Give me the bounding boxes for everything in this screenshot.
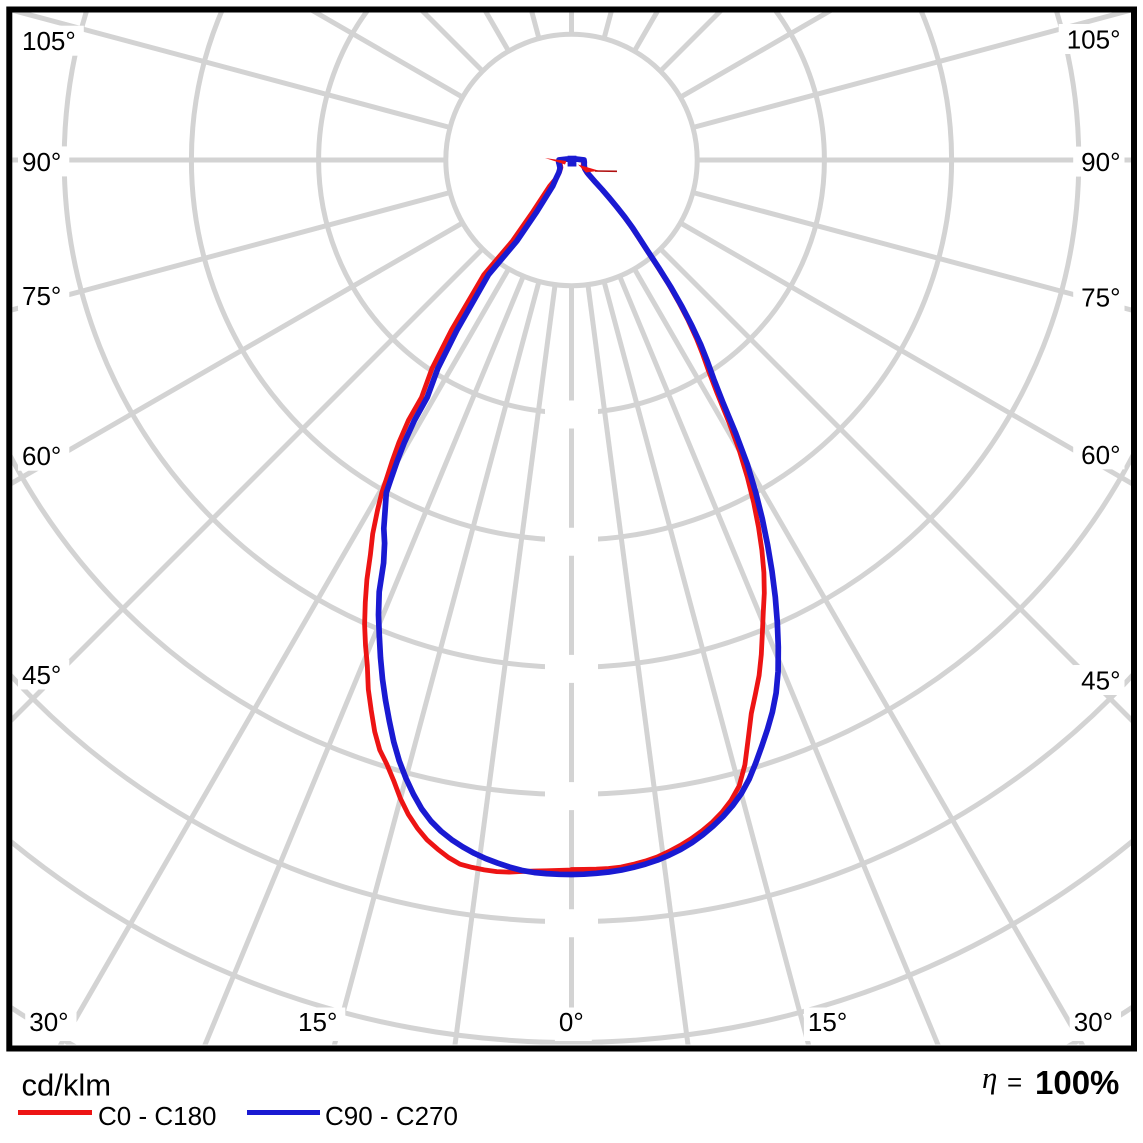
svg-text:15°: 15° bbox=[808, 1007, 847, 1037]
svg-text:30°: 30° bbox=[29, 1007, 68, 1037]
svg-text:η: η bbox=[982, 1060, 997, 1095]
svg-text:60°: 60° bbox=[22, 441, 61, 471]
svg-text:45°: 45° bbox=[1081, 666, 1120, 696]
svg-text:C90 - C270: C90 - C270 bbox=[325, 1101, 458, 1131]
svg-text:105°: 105° bbox=[1067, 25, 1121, 55]
svg-text:15°: 15° bbox=[298, 1007, 337, 1037]
svg-text:90°: 90° bbox=[22, 147, 61, 177]
svg-text:100%: 100% bbox=[1035, 1064, 1119, 1101]
svg-text:cd/klm: cd/klm bbox=[22, 1068, 112, 1103]
svg-text:75°: 75° bbox=[22, 281, 61, 311]
svg-text:0°: 0° bbox=[559, 1007, 584, 1037]
svg-text:=: = bbox=[1007, 1067, 1022, 1097]
svg-text:105°: 105° bbox=[22, 26, 76, 56]
svg-text:75°: 75° bbox=[1081, 282, 1120, 312]
svg-text:C0 - C180: C0 - C180 bbox=[98, 1101, 217, 1131]
svg-text:90°: 90° bbox=[1081, 147, 1120, 177]
svg-text:60°: 60° bbox=[1081, 440, 1120, 470]
svg-text:45°: 45° bbox=[22, 660, 61, 690]
svg-text:30°: 30° bbox=[1074, 1007, 1113, 1037]
